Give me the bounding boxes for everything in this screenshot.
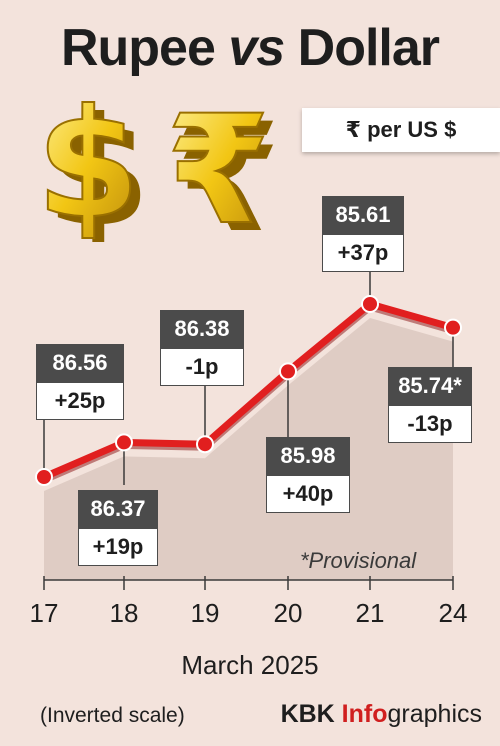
x-tick-label: 24: [438, 598, 468, 628]
data-point: [35, 468, 53, 486]
unit-label: ₹ per US $: [302, 108, 500, 152]
data-point: [444, 318, 462, 337]
change-label: -13p: [388, 405, 472, 443]
brand-part-3: graphics: [387, 700, 483, 728]
x-tick-label: 17: [29, 598, 59, 628]
title-part-1: Rupee: [60, 19, 216, 77]
data-point: [196, 435, 214, 454]
value-label: 85.61: [322, 196, 404, 234]
title-part-2: vs: [228, 19, 285, 77]
data-point: [361, 295, 379, 313]
x-tick-label: 19: [190, 598, 220, 628]
x-tick-label: 18: [109, 598, 139, 628]
scale-note: (Inverted scale): [40, 704, 185, 727]
data-point: [115, 433, 133, 452]
x-tick-label: 21: [355, 598, 385, 628]
value-label: 85.74*: [388, 367, 472, 405]
data-line: [42, 300, 454, 481]
change-label: -1p: [160, 348, 244, 386]
x-tick-label: 20: [273, 598, 303, 628]
title-part-3: Dollar: [297, 19, 440, 77]
svg-text:₹: ₹: [166, 92, 270, 242]
data-point: [279, 362, 297, 381]
rupee-icon: ₹ ₹: [165, 92, 280, 242]
change-label: +19p: [78, 528, 158, 566]
svg-text:₹: ₹: [176, 92, 280, 242]
change-label: +37p: [322, 234, 404, 272]
x-axis-label: March 2025: [181, 650, 319, 680]
value-label: 85.98: [266, 437, 350, 475]
change-label: +40p: [266, 475, 350, 513]
value-label: 86.38: [160, 310, 244, 348]
brand-part-2: Info: [341, 700, 388, 728]
currency-symbols-icon: $ $ ₹ ₹: [35, 92, 280, 242]
dollar-icon: $ $: [35, 92, 150, 242]
page-title: Rupee vs Dollar: [0, 18, 500, 78]
change-label: +25p: [36, 382, 124, 420]
provisional-note: *Provisional: [300, 548, 417, 573]
value-label: 86.37: [78, 490, 158, 528]
svg-text:$: $: [36, 92, 140, 242]
value-label: 86.56: [36, 344, 124, 382]
brand-part-1: KBK: [280, 700, 342, 728]
brand-logo: KBK Infographics: [281, 700, 482, 729]
svg-text:$: $: [46, 92, 150, 242]
